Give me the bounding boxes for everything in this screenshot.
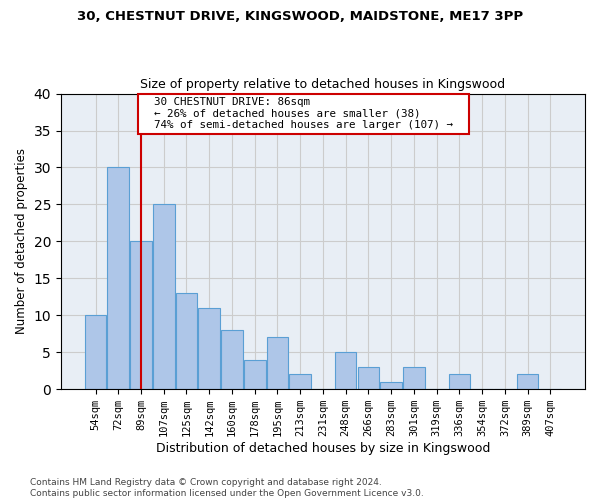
Bar (176, 293, 197, 389)
Bar (266, 338, 288, 389)
Bar (153, 204, 175, 389)
Bar (199, 308, 220, 389)
Text: 30 CHESTNUT DRIVE: 86sqm  
  ← 26% of detached houses are smaller (38)  
  74% o: 30 CHESTNUT DRIVE: 86sqm ← 26% of detach… (141, 98, 466, 130)
Title: Size of property relative to detached houses in Kingswood: Size of property relative to detached ho… (140, 78, 506, 91)
Bar (221, 330, 243, 389)
Bar (85, 316, 106, 389)
Bar (107, 168, 129, 389)
Bar (380, 382, 402, 389)
Bar (449, 374, 470, 389)
Y-axis label: Number of detached properties: Number of detached properties (15, 148, 28, 334)
Bar (289, 374, 311, 389)
Bar (130, 242, 152, 389)
Bar (335, 352, 356, 389)
X-axis label: Distribution of detached houses by size in Kingswood: Distribution of detached houses by size … (156, 442, 490, 455)
Text: Contains HM Land Registry data © Crown copyright and database right 2024.
Contai: Contains HM Land Registry data © Crown c… (30, 478, 424, 498)
Bar (244, 360, 266, 389)
Bar (358, 367, 379, 389)
Text: 30, CHESTNUT DRIVE, KINGSWOOD, MAIDSTONE, ME17 3PP: 30, CHESTNUT DRIVE, KINGSWOOD, MAIDSTONE… (77, 10, 523, 23)
Bar (517, 374, 538, 389)
Bar (403, 367, 425, 389)
